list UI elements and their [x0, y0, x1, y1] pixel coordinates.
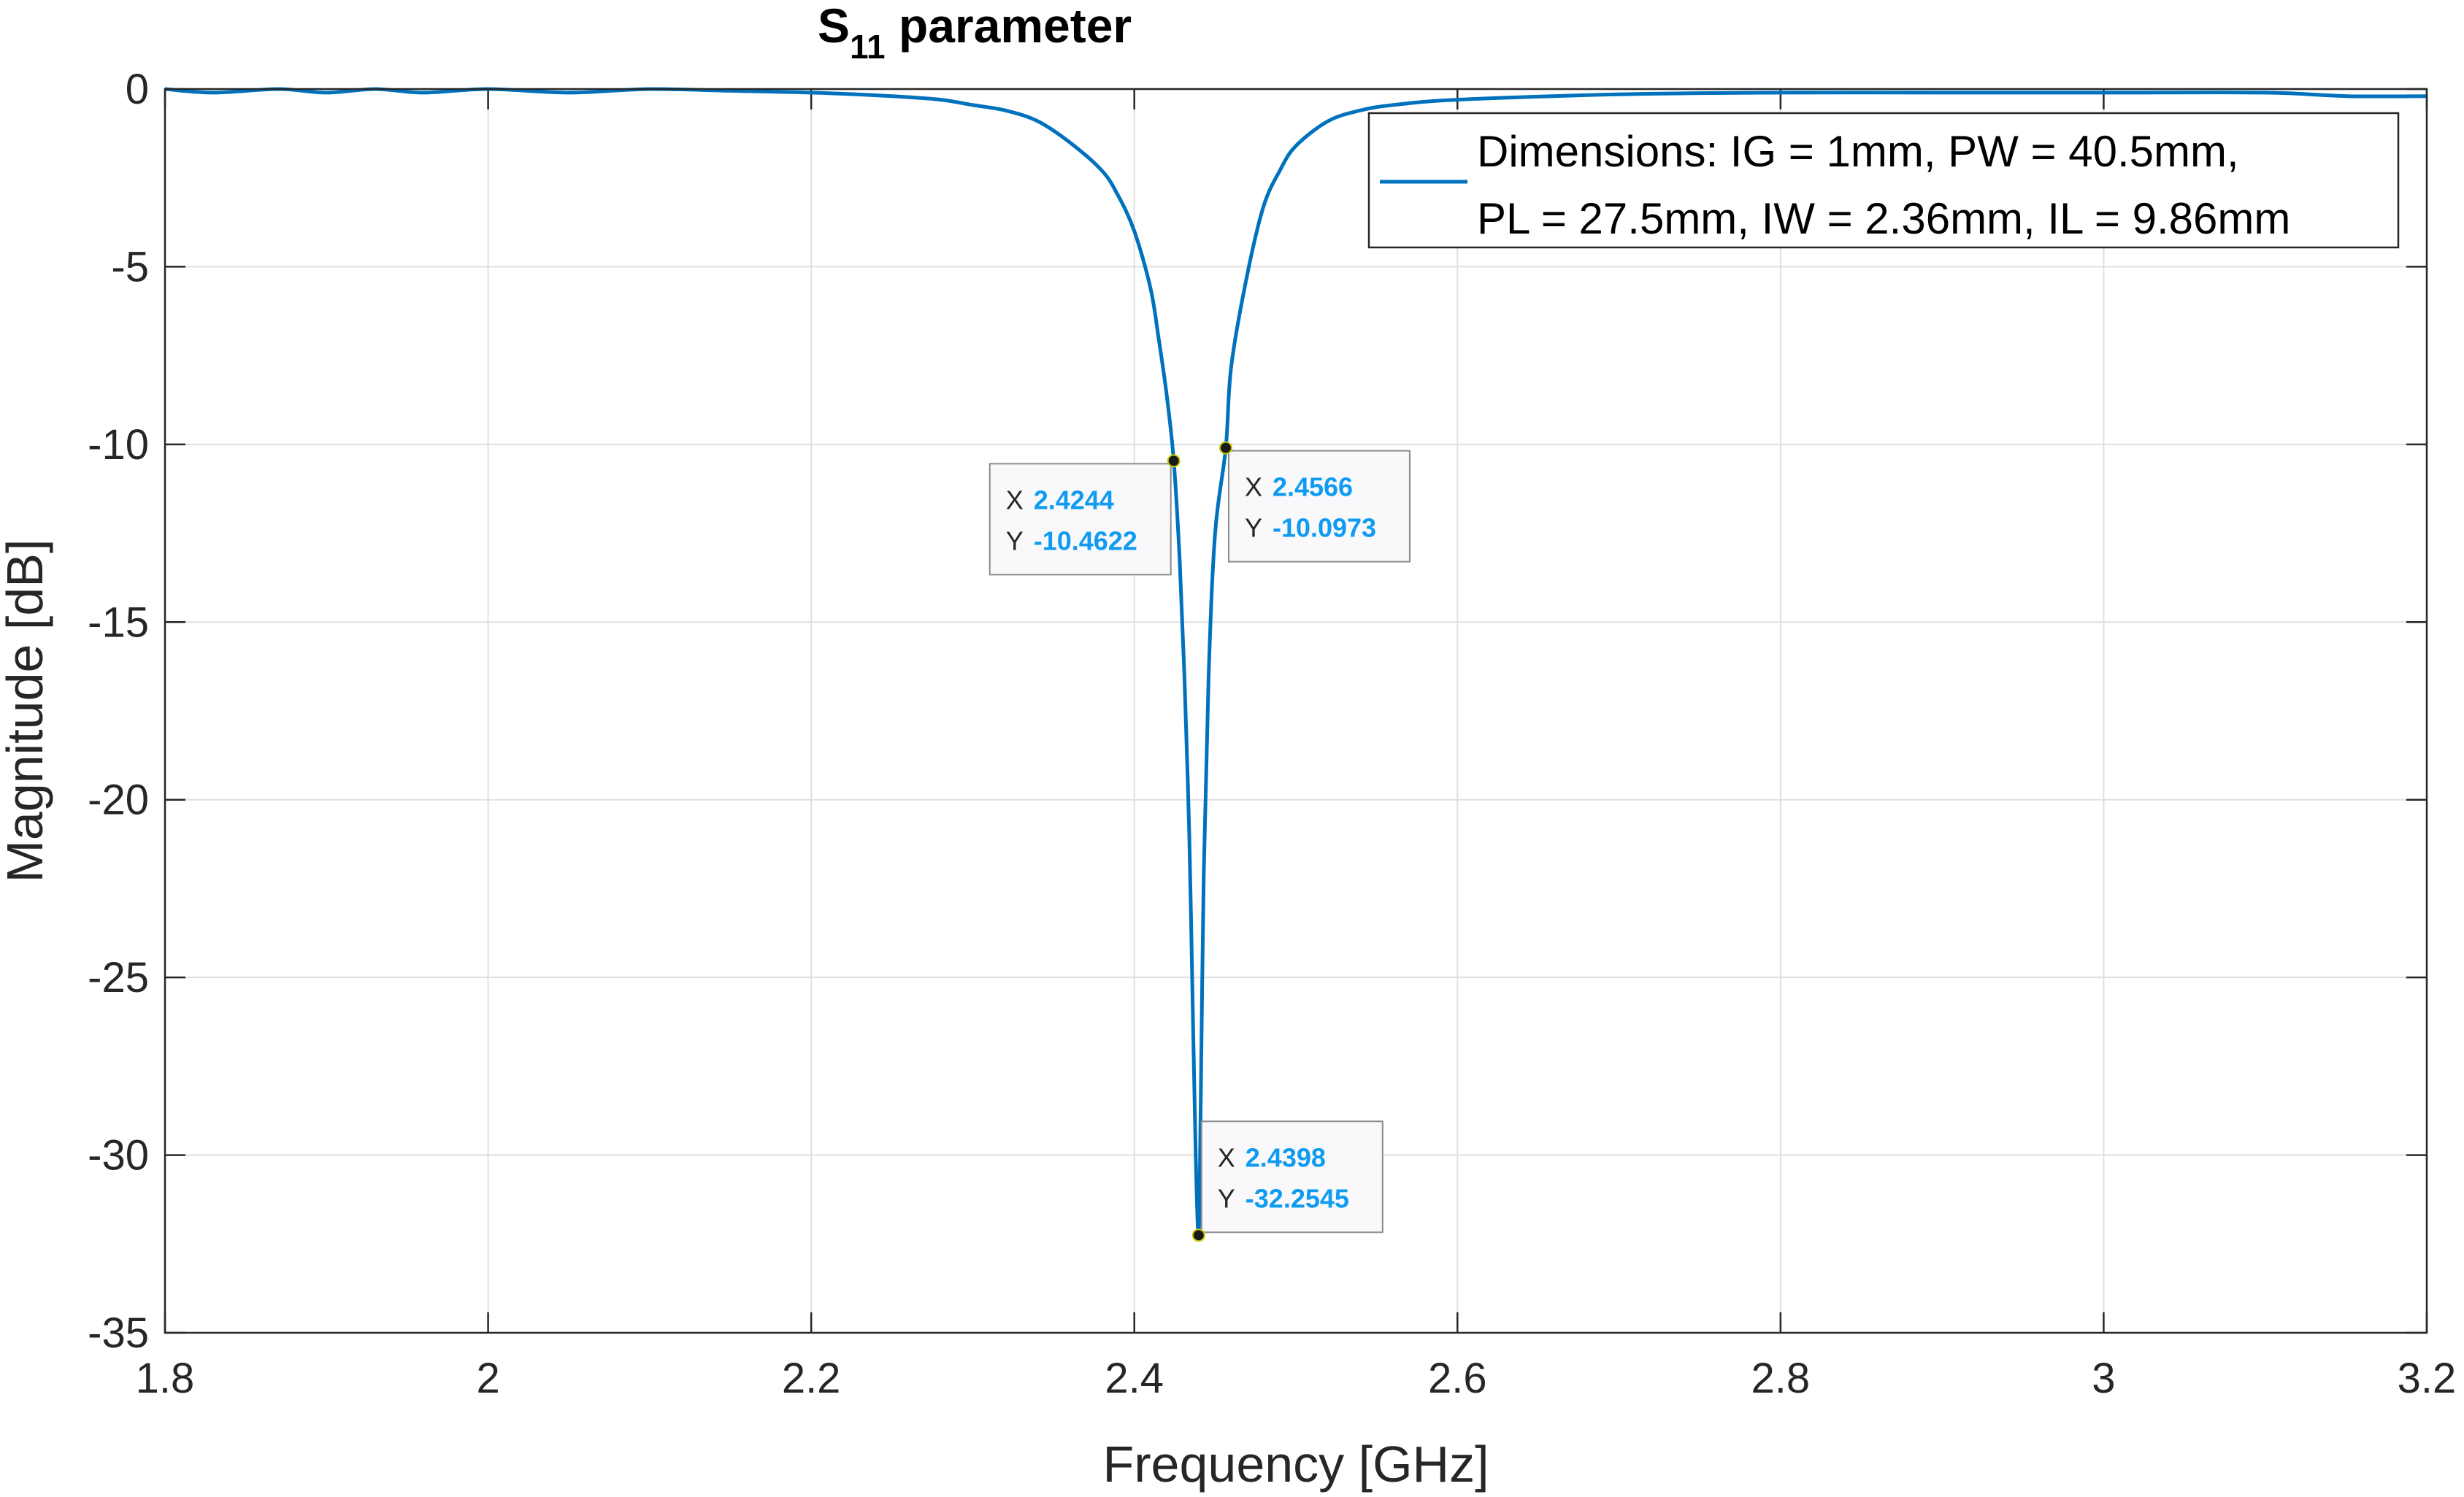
x-tick-label: 2.2: [782, 1355, 841, 1402]
x-axis-label: Frequency [GHz]: [1102, 1436, 1489, 1493]
datatips: X 2.4244 Y -10.4622 X 2.4566 Y -10.0973 X 2.4398 Y…: [989, 441, 1411, 1242]
datatip-marker: [1191, 1228, 1205, 1242]
datatip-y-label: Y: [1218, 1183, 1235, 1213]
x-tick-label: 1.8: [136, 1355, 195, 1402]
datatip-marker: [1167, 454, 1181, 468]
legend-entry-line2: PL = 27.5mm, IW = 2.36mm, IL = 9.86mm: [1477, 194, 2290, 243]
datatip-y-label: Y: [1245, 513, 1262, 543]
datatip: X 2.4566 Y -10.0973: [1218, 441, 1411, 563]
x-tick-label: 2.6: [1428, 1355, 1487, 1402]
datatip-x-label: X: [1245, 472, 1262, 502]
datatip-marker: [1218, 441, 1232, 455]
datatip-x-value: 2.4398: [1246, 1142, 1326, 1172]
datatip-y-value: -32.2545: [1246, 1183, 1349, 1213]
y-tick-label: 0: [126, 66, 149, 113]
x-tick-label: 3: [2092, 1355, 2115, 1402]
series-layer: [164, 87, 2427, 1238]
y-tick-label: -10: [88, 421, 149, 469]
x-tick-label: 2.4: [1105, 1355, 1164, 1402]
y-tick-label: -5: [111, 243, 149, 290]
legend: Dimensions: IG = 1mm, PW = 40.5mm, PL = …: [1367, 112, 2400, 249]
datatip-x-label: X: [1218, 1142, 1235, 1172]
datatip-y-value: -10.0973: [1273, 513, 1376, 543]
y-tick-label: -35: [88, 1309, 149, 1357]
datatip-x-label: X: [1006, 485, 1024, 515]
datatip: X 2.4398 Y -32.2545: [1191, 1120, 1383, 1242]
s11-series-line: [164, 87, 2427, 1238]
datatip-x-value: 2.4244: [1034, 485, 1114, 515]
y-tick-label: -25: [88, 954, 149, 1001]
datatip-box: [989, 463, 1172, 576]
y-tick-label: -30: [88, 1132, 149, 1179]
x-tick-label: 3.2: [2398, 1355, 2457, 1402]
legend-entry-line1: Dimensions: IG = 1mm, PW = 40.5mm,: [1477, 127, 2239, 176]
y-tick-label: -20: [88, 777, 149, 824]
chart-title: S11 parameter: [818, 0, 1132, 66]
legend-box: [1367, 112, 2400, 249]
plot-border: [164, 88, 2428, 1334]
datatip-y-label: Y: [1006, 526, 1024, 555]
x-tick-label: 2.8: [1751, 1355, 1811, 1402]
y-axis-label: Magnitude [dB]: [0, 539, 53, 883]
y-tick-label: -15: [88, 599, 149, 646]
datatip-x-value: 2.4566: [1273, 472, 1353, 502]
axis-ticks: 1.8 2 2.2 2.4 2.6 2.8 3 3.2 0 -5 -10 -15 -20 -25 -30 -3…: [88, 66, 2456, 1402]
datatip-box: [1227, 450, 1411, 563]
datatip-box: [1200, 1120, 1383, 1234]
datatip: X 2.4244 Y -10.4622: [989, 454, 1181, 576]
x-tick-label: 2: [476, 1355, 499, 1402]
datatip-y-value: -10.4622: [1034, 526, 1137, 555]
